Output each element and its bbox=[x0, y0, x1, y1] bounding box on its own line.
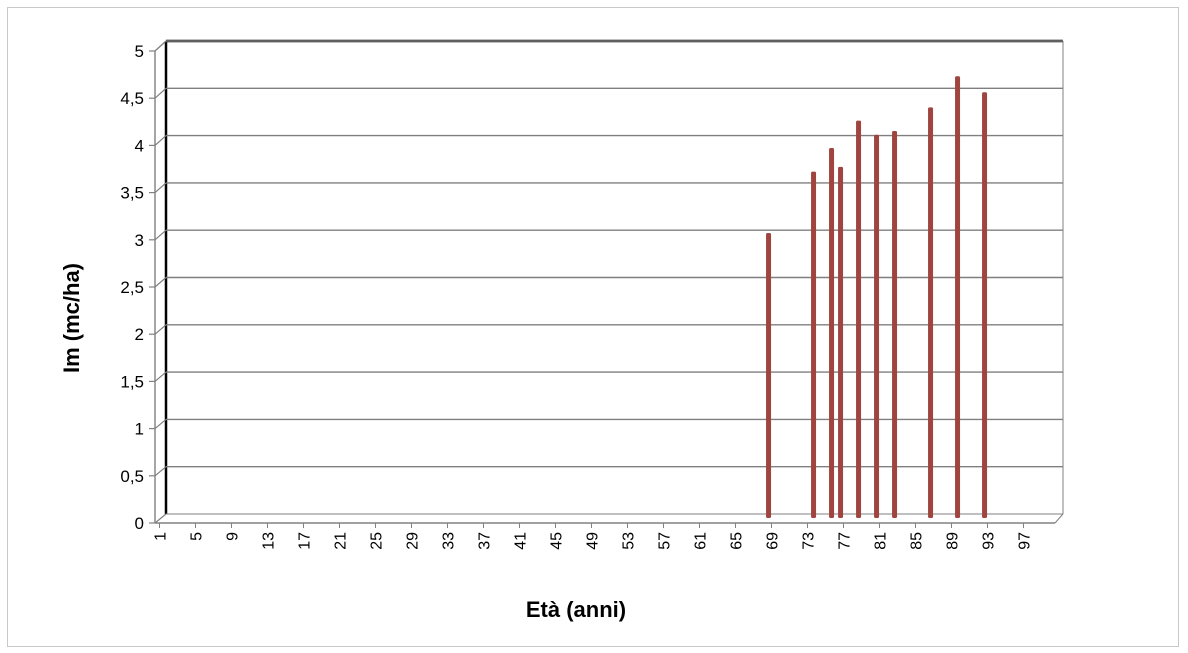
side-gridline bbox=[154, 513, 167, 524]
x-tick-labels: 1 5 9 13 17 21 25 29 33 37 41 45 49 53 57 61 65 69 73 77 81 8… bbox=[153, 523, 1034, 550]
bar bbox=[829, 148, 835, 519]
side-gridline bbox=[154, 182, 167, 194]
bar bbox=[928, 107, 934, 519]
x-tick-label: 89 bbox=[945, 532, 962, 550]
x-tick-label: 9 bbox=[225, 532, 242, 541]
bars bbox=[766, 76, 988, 519]
x-tick-label: 61 bbox=[693, 532, 710, 550]
side-gridline bbox=[154, 371, 167, 382]
bar bbox=[982, 92, 988, 519]
x-tick-label: 49 bbox=[585, 532, 602, 550]
y-tick-label: 4 bbox=[135, 136, 144, 155]
y-tick-label: 2 bbox=[135, 325, 144, 344]
x-tick-label: 57 bbox=[657, 532, 674, 550]
chart-axes bbox=[154, 51, 1064, 524]
x-tick-label: 81 bbox=[873, 532, 890, 550]
x-tick-label: 5 bbox=[189, 532, 206, 541]
x-tick-label: 37 bbox=[477, 532, 494, 550]
x-tick-label: 25 bbox=[369, 532, 386, 550]
bar bbox=[838, 166, 844, 519]
y-tick-label: 0,5 bbox=[120, 467, 144, 486]
x-tick-label: 33 bbox=[441, 532, 458, 550]
y-tick-label: 3 bbox=[135, 231, 144, 250]
side-gridline bbox=[154, 135, 167, 146]
side-gridline bbox=[154, 466, 167, 477]
x-tick-label: 65 bbox=[729, 532, 746, 550]
y-tick-label: 5 bbox=[135, 42, 144, 61]
x-tick-label: 13 bbox=[261, 532, 278, 550]
y-tick-label: 0 bbox=[135, 514, 144, 533]
bar bbox=[766, 232, 772, 519]
y-tick-label: 1,5 bbox=[120, 372, 144, 391]
x-tick-label: 29 bbox=[405, 532, 422, 550]
x-tick-label: 53 bbox=[621, 532, 638, 550]
bar bbox=[892, 131, 898, 519]
y-tick-label: 3,5 bbox=[120, 184, 144, 203]
y-axis-title: Im (mc/ha) bbox=[59, 263, 84, 373]
x-axis-title: Età (anni) bbox=[526, 597, 626, 622]
x-tick-label: 45 bbox=[549, 532, 566, 550]
x-tick-label: 77 bbox=[837, 532, 854, 550]
side-gridline bbox=[154, 87, 167, 99]
x-tick-label: 93 bbox=[981, 532, 998, 550]
x-tick-label: 97 bbox=[1017, 532, 1034, 550]
bar bbox=[811, 171, 817, 519]
y-tick-label: 2,5 bbox=[120, 278, 144, 297]
x-tick-label: 17 bbox=[297, 532, 314, 550]
y-tick-label: 1 bbox=[135, 420, 144, 439]
side-gridline bbox=[154, 40, 167, 52]
bar bbox=[955, 76, 961, 519]
side-gridline bbox=[154, 277, 167, 288]
x-tick-label: 69 bbox=[765, 532, 782, 550]
side-gridline bbox=[154, 418, 167, 430]
y-tick-labels: 0 0,5 1 1,5 2 2,5 3 3,5 4 4,5 5 bbox=[120, 42, 155, 533]
side-gridline bbox=[154, 324, 167, 335]
floor-right-edge bbox=[1054, 513, 1064, 524]
bar bbox=[856, 120, 862, 519]
y-tick-label: 4,5 bbox=[120, 89, 144, 108]
bar bbox=[874, 134, 880, 519]
x-tick-label: 41 bbox=[513, 532, 530, 550]
x-tick-label: 73 bbox=[801, 532, 818, 550]
side-gridline bbox=[154, 229, 167, 241]
x-tick-label: 21 bbox=[333, 532, 350, 550]
x-tick-label: 1 bbox=[153, 532, 170, 541]
x-tick-label: 85 bbox=[909, 532, 926, 550]
grid-lines bbox=[154, 40, 1063, 524]
